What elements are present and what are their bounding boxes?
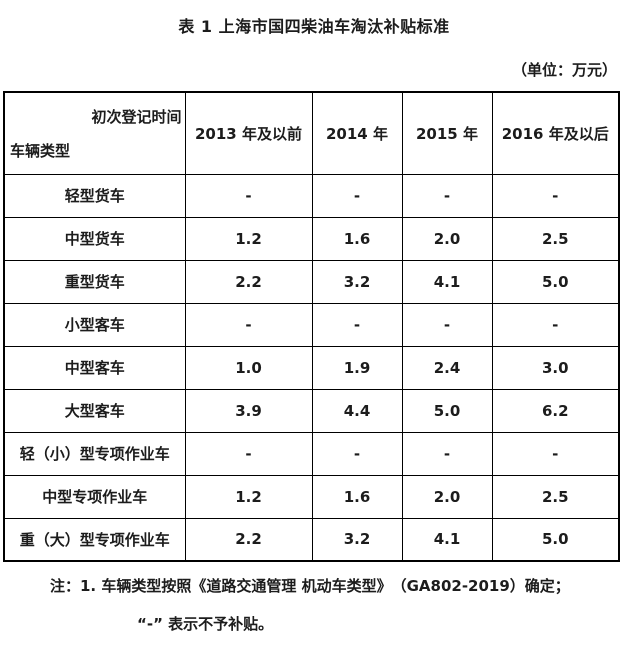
document-page: 表 1 上海市国四柴油车淘汰补贴标准 （单位：万元） 初次登记时间 车辆类型 2… [0, 13, 628, 634]
value-cell: 5.0 [491, 517, 620, 562]
value-cell: - [401, 302, 493, 347]
value-cell: 1.0 [184, 345, 313, 390]
value-cell: 6.2 [491, 388, 620, 433]
row-label: 重（大）型专项作业车 [3, 517, 186, 562]
value-cell: 1.2 [184, 216, 313, 261]
value-cell: 3.9 [184, 388, 313, 433]
value-cell: - [491, 173, 620, 218]
value-cell: - [401, 431, 493, 476]
corner-label-registration-time: 初次登记时间 [91, 108, 182, 126]
row-label: 中型客车 [3, 345, 186, 390]
page-title: 表 1 上海市国四柴油车淘汰补贴标准 [178, 17, 450, 36]
table-body: 轻型货车 - - - - 中型货车 1.2 1.6 2.0 2.5 重型货车 2.2 3.2 4.1 5.0… [3, 173, 620, 562]
table-row: 中型专项作业车 1.2 1.6 2.0 2.5 [3, 474, 620, 519]
table-row: 轻（小）型专项作业车 - - - - [3, 431, 620, 476]
value-cell: - [311, 173, 403, 218]
unit-row: （单位：万元） [0, 59, 628, 80]
row-label: 中型专项作业车 [3, 474, 186, 519]
header-row: 初次登记时间 车辆类型 2013 年及以前 2014 年 2015 年 2016… [3, 91, 620, 175]
note-line-1: 注：1. 车辆类型按照《道路交通管理 机动车类型》 （GA802-2019）确定… [50, 577, 570, 595]
value-cell: 4.1 [401, 517, 493, 562]
value-cell: 4.1 [401, 259, 493, 304]
subsidy-table: 初次登记时间 车辆类型 2013 年及以前 2014 年 2015 年 2016… [3, 91, 620, 562]
row-label: 轻（小）型专项作业车 [3, 431, 186, 476]
column-header-2015: 2015 年 [401, 91, 493, 175]
value-cell: 2.5 [491, 474, 620, 519]
value-cell: 2.0 [401, 474, 493, 519]
value-cell: 1.6 [311, 216, 403, 261]
value-cell: 5.0 [491, 259, 620, 304]
value-cell: 1.6 [311, 474, 403, 519]
table-row: 重（大）型专项作业车 2.2 3.2 4.1 5.0 [3, 517, 620, 562]
value-cell: 2.0 [401, 216, 493, 261]
value-cell: - [184, 431, 313, 476]
value-cell: 3.2 [311, 259, 403, 304]
table-row: 轻型货车 - - - - [3, 173, 620, 218]
corner-label-vehicle-type: 车辆类型 [10, 141, 71, 160]
table-row: 大型客车 3.9 4.4 5.0 6.2 [3, 388, 620, 433]
value-cell: 1.9 [311, 345, 403, 390]
column-header-2013: 2013 年及以前 [184, 91, 313, 175]
value-cell: - [184, 173, 313, 218]
value-cell: 3.0 [491, 345, 620, 390]
unit-label: （单位：万元） [511, 61, 617, 79]
value-cell: 2.2 [184, 517, 313, 562]
corner-header-cell: 初次登记时间 车辆类型 [3, 91, 186, 175]
row-label: 大型客车 [3, 388, 186, 433]
table-row: 重型货车 2.2 3.2 4.1 5.0 [3, 259, 620, 304]
column-header-2016: 2016 年及以后 [491, 91, 620, 175]
row-label: 重型货车 [3, 259, 186, 304]
note-line-2: “-” 表示不予补贴。 [137, 615, 274, 633]
row-label: 中型货车 [3, 216, 186, 261]
value-cell: - [311, 431, 403, 476]
table-header: 初次登记时间 车辆类型 2013 年及以前 2014 年 2015 年 2016… [3, 91, 620, 175]
value-cell: 4.4 [311, 388, 403, 433]
column-header-2014: 2014 年 [311, 91, 403, 175]
value-cell: 2.5 [491, 216, 620, 261]
table-row: 中型货车 1.2 1.6 2.0 2.5 [3, 216, 620, 261]
value-cell: - [401, 173, 493, 218]
row-label: 小型客车 [3, 302, 186, 347]
value-cell: - [491, 431, 620, 476]
value-cell: 3.2 [311, 517, 403, 562]
value-cell: 1.2 [184, 474, 313, 519]
notes-block: 注：1. 车辆类型按照《道路交通管理 机动车类型》 （GA802-2019）确定… [0, 575, 628, 634]
value-cell: 5.0 [401, 388, 493, 433]
value-cell: - [311, 302, 403, 347]
value-cell: - [491, 302, 620, 347]
table-row: 小型客车 - - - - [3, 302, 620, 347]
value-cell: 2.4 [401, 345, 493, 390]
row-label: 轻型货车 [3, 173, 186, 218]
table-row: 中型客车 1.0 1.9 2.4 3.0 [3, 345, 620, 390]
value-cell: - [184, 302, 313, 347]
value-cell: 2.2 [184, 259, 313, 304]
